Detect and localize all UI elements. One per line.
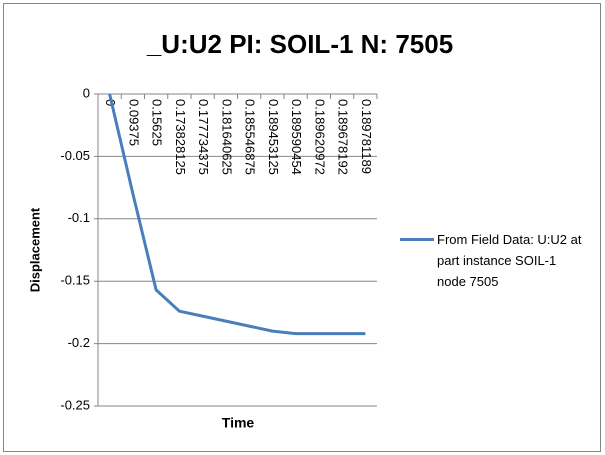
chart-title: _U:U2 PI: SOIL-1 N: 7505 bbox=[146, 29, 453, 59]
x-tick-label: 0.189781189 bbox=[359, 99, 374, 174]
y-tick-label: -0.2 bbox=[68, 335, 90, 350]
y-tick-label: -0.1 bbox=[68, 210, 90, 225]
y-tick-label: -0.15 bbox=[60, 273, 90, 288]
x-tick-label: 0.185546875 bbox=[243, 99, 258, 175]
chart-border bbox=[3, 3, 601, 452]
y-tick-label: 0 bbox=[83, 85, 90, 100]
legend-entry: From Field Data: U:U2 at part instance S… bbox=[400, 229, 587, 292]
legend-swatch bbox=[400, 238, 434, 241]
x-tick-label: 0.09375 bbox=[126, 99, 141, 146]
y-axis-label: Displacement bbox=[27, 207, 42, 292]
x-tick-label: 0.177734375 bbox=[196, 99, 211, 175]
x-axis-label: Time bbox=[222, 415, 255, 431]
series-line bbox=[108, 93, 366, 336]
legend: From Field Data: U:U2 at part instance S… bbox=[400, 229, 587, 292]
x-tick-label: 0.189620972 bbox=[312, 99, 327, 175]
x-tick-label: 0.15625 bbox=[150, 99, 165, 146]
y-tick-label: -0.25 bbox=[60, 397, 90, 412]
y-tick-label: -0.05 bbox=[60, 148, 90, 163]
x-tick-label: 0.189590454 bbox=[289, 99, 304, 175]
legend-label: From Field Data: U:U2 at part instance S… bbox=[437, 232, 582, 289]
x-tick-label: 0.189453125 bbox=[266, 99, 281, 175]
x-tick-label: 0.181640625 bbox=[219, 99, 234, 175]
x-tick-label: 0.173828125 bbox=[173, 99, 188, 175]
x-tick-label: 0.189678192 bbox=[336, 99, 351, 175]
